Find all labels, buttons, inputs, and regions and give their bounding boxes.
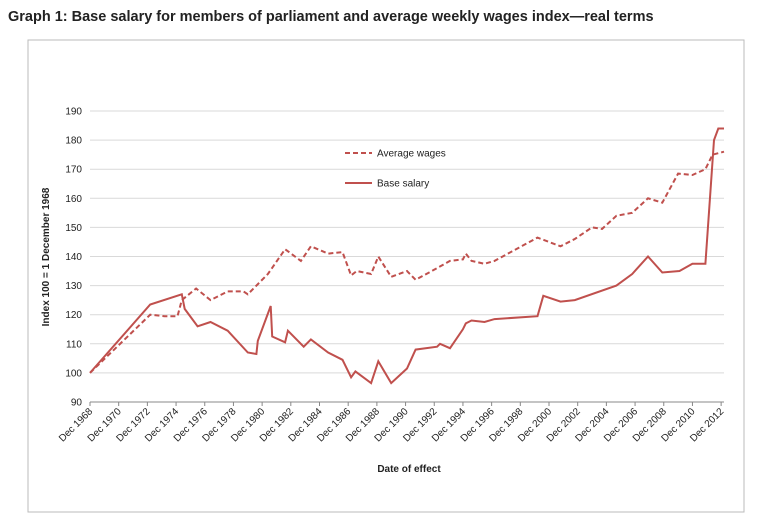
y-tick-label: 150 — [65, 223, 82, 234]
y-tick-label: 160 — [65, 194, 82, 205]
y-tick-label: 110 — [66, 339, 82, 350]
x-axis-label: Date of effect — [377, 464, 441, 475]
y-tick-label: 120 — [65, 310, 82, 321]
y-tick-label: 180 — [65, 136, 82, 147]
legend-label: Base salary — [377, 179, 429, 190]
y-tick-label: 190 — [65, 107, 82, 118]
y-tick-label: 140 — [65, 252, 82, 263]
chart-frame — [27, 39, 745, 513]
y-tick-label: 130 — [65, 281, 82, 292]
series-line — [89, 127, 724, 385]
y-tick-label: 170 — [65, 165, 82, 176]
series-line — [89, 150, 725, 374]
y-tick-label: 100 — [65, 368, 82, 379]
y-tick-label: 90 — [71, 398, 83, 409]
legend-label: Average wages — [377, 149, 446, 160]
chart-title: Graph 1: Base salary for members of parl… — [8, 9, 654, 25]
y-axis-label: Index 100 = 1 December 1968 — [41, 187, 52, 326]
